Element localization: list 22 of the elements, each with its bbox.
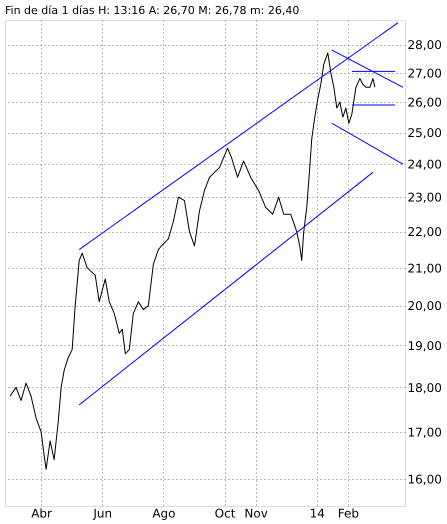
y-tick-label: 23,00 — [408, 190, 442, 205]
x-tick-label: Nov — [244, 506, 268, 520]
line-series — [10, 52, 376, 470]
x-tick-label: Abr — [31, 506, 52, 520]
x-tick-label: 14 — [310, 506, 325, 520]
y-tick-label: 16,00 — [408, 472, 442, 486]
x-tick-label: Oct — [214, 506, 236, 520]
y-tick-label: 27,00 — [408, 66, 442, 80]
y-tick-label: 28,00 — [408, 38, 442, 52]
y-tick-label: 20,00 — [408, 299, 442, 314]
x-tick-label: Jun — [92, 506, 112, 520]
y-tick-label: 19,00 — [408, 338, 442, 353]
x-tick-label: Feb — [338, 506, 359, 520]
y-tick-label: 18,00 — [408, 380, 442, 395]
chart-title: Fin de día 1 días H: 13:16 A: 26,70 M: 26,78 m: 26,40 — [5, 4, 300, 17]
y-tick-label: 22,00 — [408, 225, 442, 240]
x-tick-label: Ago — [152, 506, 176, 520]
y-tick-label: 21,00 — [408, 261, 442, 276]
y-tick-label: 17,00 — [408, 425, 442, 440]
y-tick-label: 24,00 — [408, 158, 442, 172]
y-tick-label: 26,00 — [408, 96, 442, 110]
y-tick-label: 25,00 — [408, 126, 442, 140]
